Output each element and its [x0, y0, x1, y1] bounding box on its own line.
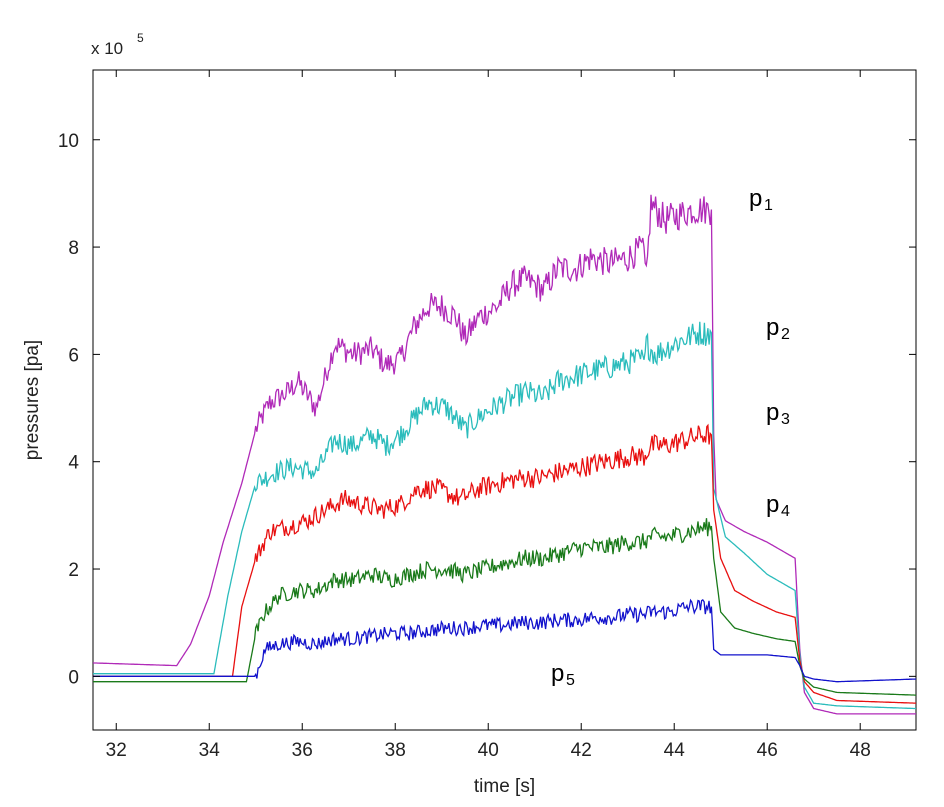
series-line-p4 [93, 518, 916, 696]
series-label-p5: p [551, 660, 564, 687]
x-tick-label: 44 [664, 740, 686, 761]
series-lines [92, 194, 917, 715]
y-tick-label: 2 [68, 560, 79, 581]
x-tick-label: 38 [385, 740, 406, 761]
y-tick-label: 8 [68, 238, 79, 259]
x-tick-label: 36 [292, 740, 313, 761]
series-label-subscript-5: 5 [566, 672, 575, 689]
y-tick-label: 6 [68, 345, 79, 366]
x-tick-label: 48 [850, 740, 871, 761]
y-tick-label: 0 [68, 667, 79, 688]
series-line-p5 [93, 598, 917, 683]
series-label-subscript-1: 1 [764, 197, 773, 214]
series-line-p1 [92, 194, 916, 715]
x-tick-label: 32 [106, 740, 127, 761]
x-tick-label: 40 [478, 740, 499, 761]
x-tick-label: 34 [199, 740, 221, 761]
series-label-p2: p [766, 314, 779, 341]
series-label-p4: p [766, 491, 779, 518]
y-tick-label: 4 [68, 453, 79, 474]
plot-frame [92, 69, 917, 731]
y-tick-label: 10 [58, 131, 79, 152]
x-tick-label: 42 [571, 740, 592, 761]
series-label-subscript-3: 3 [781, 411, 790, 428]
series-label-p3: p [766, 399, 779, 426]
x-axis-label: time [s] [474, 776, 535, 797]
series-labels: p 1p 2p 3p 4p 5 [551, 185, 790, 689]
series-label-subscript-2: 2 [781, 326, 790, 343]
y-axis-label: pressures [pa] [22, 340, 43, 460]
x-tick-label: 46 [757, 740, 778, 761]
series-label-subscript-4: 4 [781, 503, 790, 520]
y-multiplier-label: x 10 [91, 39, 123, 58]
series-label-p1: p [749, 185, 762, 212]
series-line-p2 [93, 321, 916, 710]
y-multiplier-exponent: 5 [137, 31, 144, 45]
